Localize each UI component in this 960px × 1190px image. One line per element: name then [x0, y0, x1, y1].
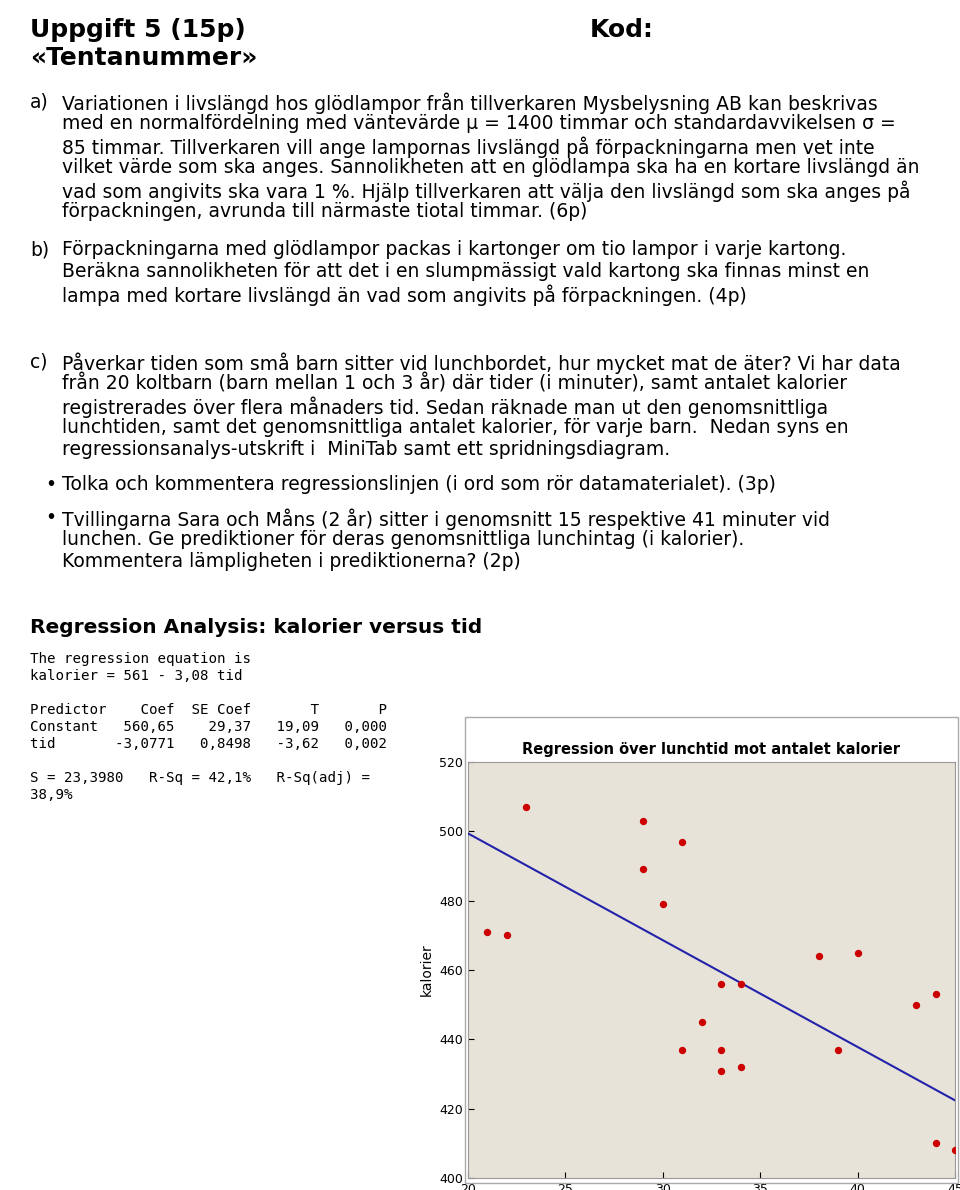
Text: Kod:: Kod:	[590, 18, 654, 42]
Text: Kommentera lämpligheten i prediktionerna? (2p): Kommentera lämpligheten i prediktionerna…	[62, 552, 520, 571]
Title: Regression över lunchtid mot antalet kalorier: Regression över lunchtid mot antalet kal…	[522, 741, 900, 757]
Text: Predictor    Coef  SE Coef       T       P: Predictor Coef SE Coef T P	[30, 703, 387, 718]
Text: vad som angivits ska vara 1 %. Hjälp tillverkaren att välja den livslängd som sk: vad som angivits ska vara 1 %. Hjälp til…	[62, 180, 910, 201]
Point	[927, 985, 943, 1004]
Text: Uppgift 5 (15p): Uppgift 5 (15p)	[30, 18, 246, 42]
Point	[850, 944, 865, 963]
Point	[518, 797, 534, 816]
Text: registrerades över flera månaders tid. Sedan räknade man ut den genomsnittliga: registrerades över flera månaders tid. S…	[62, 396, 828, 418]
Y-axis label: kalorier: kalorier	[420, 944, 434, 996]
Text: b): b)	[30, 240, 49, 259]
Text: kalorier = 561 - 3,08 tid: kalorier = 561 - 3,08 tid	[30, 669, 243, 683]
Point	[948, 1141, 960, 1160]
Text: Constant   560,65    29,37   19,09   0,000: Constant 560,65 29,37 19,09 0,000	[30, 720, 387, 734]
Point	[733, 1058, 749, 1077]
Text: Förpackningarna med glödlampor packas i kartonger om tio lampor i varje kartong.: Förpackningarna med glödlampor packas i …	[62, 240, 847, 259]
Point	[713, 1040, 729, 1059]
Point	[675, 1040, 690, 1059]
Point	[499, 926, 515, 945]
Point	[655, 895, 670, 914]
Text: Variationen i livslängd hos glödlampor från tillverkaren Mysbelysning AB kan bes: Variationen i livslängd hos glödlampor f…	[62, 92, 877, 113]
Text: Tolka och kommentera regressionslinjen (i ord som rör datamaterialet). (3p): Tolka och kommentera regressionslinjen (…	[62, 475, 776, 494]
Text: Regression Analysis: kalorier versus tid: Regression Analysis: kalorier versus tid	[30, 618, 482, 637]
Point	[908, 995, 924, 1014]
Text: «Tentanummer»: «Tentanummer»	[30, 46, 257, 70]
Point	[636, 860, 651, 879]
Text: a): a)	[30, 92, 49, 111]
Text: •: •	[45, 475, 56, 494]
Text: •: •	[45, 508, 56, 527]
Point	[713, 1061, 729, 1081]
Text: förpackningen, avrunda till närmaste tiotal timmar. (6p): förpackningen, avrunda till närmaste tio…	[62, 202, 588, 221]
Point	[811, 946, 827, 965]
Point	[636, 812, 651, 831]
Text: 38,9%: 38,9%	[30, 788, 73, 802]
Point	[675, 832, 690, 851]
Text: regressionsanalys-utskrift i  MiniTab samt ett spridningsdiagram.: regressionsanalys-utskrift i MiniTab sam…	[62, 440, 670, 459]
Text: Beräkna sannolikheten för att det i en slumpmässigt vald kartong ska finnas mins: Beräkna sannolikheten för att det i en s…	[62, 262, 870, 281]
Text: lunchen. Ge prediktioner för deras genomsnittliga lunchintag (i kalorier).: lunchen. Ge prediktioner för deras genom…	[62, 530, 744, 549]
Text: lunchtiden, samt det genomsnittliga antalet kalorier, för varje barn.  Nedan syn: lunchtiden, samt det genomsnittliga anta…	[62, 418, 849, 437]
Point	[694, 1013, 709, 1032]
Text: S = 23,3980   R-Sq = 42,1%   R-Sq(adj) =: S = 23,3980 R-Sq = 42,1% R-Sq(adj) =	[30, 771, 370, 785]
Text: The regression equation is: The regression equation is	[30, 652, 251, 666]
Point	[733, 975, 749, 994]
Point	[713, 975, 729, 994]
Text: 85 timmar. Tillverkaren vill ange lampornas livslängd på förpackningarna men vet: 85 timmar. Tillverkaren vill ange lampor…	[62, 136, 875, 157]
Text: tid       -3,0771   0,8498   -3,62   0,002: tid -3,0771 0,8498 -3,62 0,002	[30, 737, 387, 751]
Text: från 20 koltbarn (barn mellan 1 och 3 år) där tider (i minuter), samt antalet ka: från 20 koltbarn (barn mellan 1 och 3 år…	[62, 374, 847, 394]
Point	[927, 1134, 943, 1153]
Text: c): c)	[30, 352, 47, 371]
Text: vilket värde som ska anges. Sannolikheten att en glödlampa ska ha en kortare liv: vilket värde som ska anges. Sannolikhete…	[62, 158, 920, 177]
Text: Tvillingarna Sara och Måns (2 år) sitter i genomsnitt 15 respektive 41 minuter v: Tvillingarna Sara och Måns (2 år) sitter…	[62, 508, 830, 530]
Text: Påverkar tiden som små barn sitter vid lunchbordet, hur mycket mat de äter? Vi h: Påverkar tiden som små barn sitter vid l…	[62, 352, 900, 374]
Text: med en normalfördelning med väntevärde μ = 1400 timmar och standardavvikelsen σ : med en normalfördelning med väntevärde μ…	[62, 114, 896, 133]
Point	[830, 1040, 846, 1059]
Point	[480, 922, 495, 941]
Text: lampa med kortare livslängd än vad som angivits på förpackningen. (4p): lampa med kortare livslängd än vad som a…	[62, 284, 747, 306]
